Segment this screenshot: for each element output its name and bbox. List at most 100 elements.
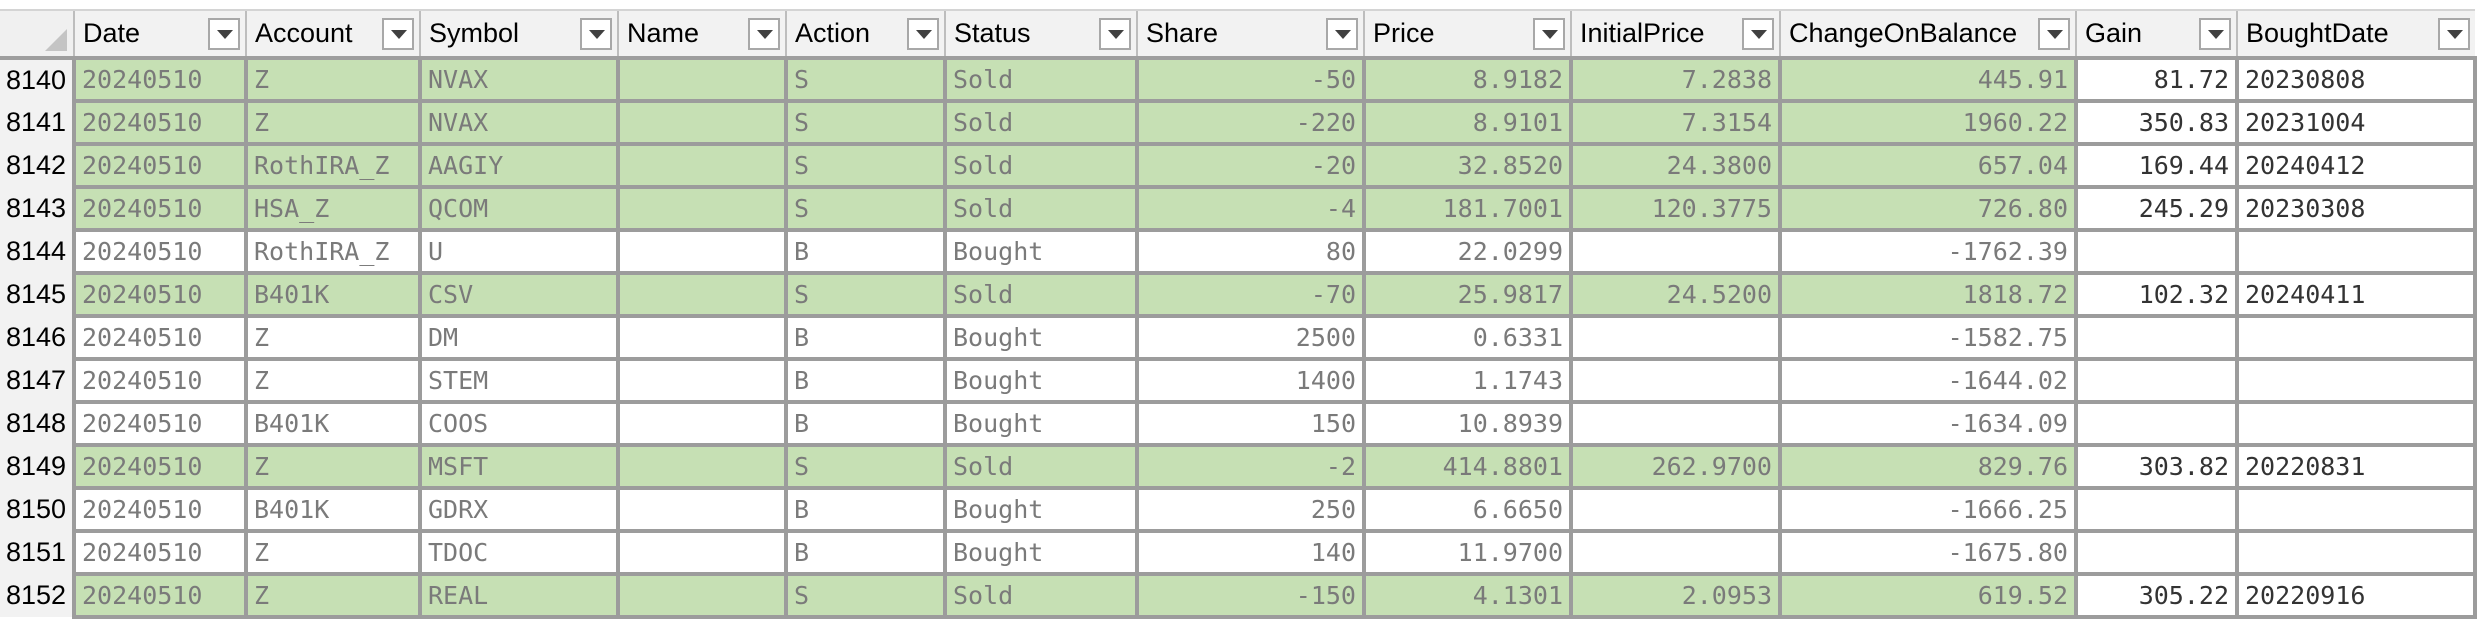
cell-share[interactable]: 140 — [1135, 529, 1366, 576]
column-header-share[interactable]: Share — [1136, 9, 1364, 60]
cell-bought-date[interactable] — [2235, 357, 2477, 404]
cell-change-on-balance[interactable]: 1960.22 — [1778, 99, 2078, 146]
cell-name[interactable] — [616, 56, 788, 103]
table-row[interactable]: 8142 20240510 RothIRA_Z AAGIY S Sold -20 32.852… — [0, 142, 2477, 189]
cell-name[interactable] — [616, 572, 788, 619]
cell-change-on-balance[interactable]: 657.04 — [1778, 142, 2078, 189]
cell-status[interactable]: Sold — [943, 271, 1139, 318]
row-number[interactable]: 8146 — [0, 316, 76, 359]
cell-action[interactable]: S — [784, 443, 947, 490]
cell-action[interactable]: S — [784, 56, 947, 103]
cell-bought-date[interactable]: 20240412 — [2235, 142, 2477, 189]
filter-dropdown-icon[interactable] — [1326, 18, 1358, 50]
cell-change-on-balance[interactable]: -1762.39 — [1778, 228, 2078, 275]
cell-price[interactable]: 32.8520 — [1362, 142, 1573, 189]
cell-price[interactable]: 414.8801 — [1362, 443, 1573, 490]
cell-account[interactable]: B401K — [244, 486, 422, 533]
cell-status[interactable]: Sold — [943, 99, 1139, 146]
cell-price[interactable]: 4.1301 — [1362, 572, 1573, 619]
cell-account[interactable]: RothIRA_Z — [244, 228, 422, 275]
cell-share[interactable]: -2 — [1135, 443, 1366, 490]
table-row[interactable]: 8144 20240510 RothIRA_Z U B Bought 80 22.0299 -1… — [0, 228, 2477, 275]
cell-account[interactable]: Z — [244, 314, 422, 361]
column-header-date[interactable]: Date — [73, 9, 246, 60]
cell-share[interactable]: 250 — [1135, 486, 1366, 533]
cell-name[interactable] — [616, 271, 788, 318]
table-row[interactable]: 8143 20240510 HSA_Z QCOM S Sold -4 181.7001 120.… — [0, 185, 2477, 232]
column-header-action[interactable]: Action — [785, 9, 945, 60]
filter-dropdown-icon[interactable] — [748, 18, 780, 50]
select-all-corner[interactable] — [0, 9, 74, 60]
cell-bought-date[interactable]: 20231004 — [2235, 99, 2477, 146]
cell-action[interactable]: B — [784, 400, 947, 447]
column-header-status[interactable]: Status — [944, 9, 1137, 60]
cell-bought-date[interactable]: 20240411 — [2235, 271, 2477, 318]
cell-account[interactable]: Z — [244, 99, 422, 146]
cell-status[interactable]: Bought — [943, 486, 1139, 533]
cell-change-on-balance[interactable]: -1675.80 — [1778, 529, 2078, 576]
cell-action[interactable]: S — [784, 142, 947, 189]
row-number[interactable]: 8141 — [0, 101, 76, 144]
filter-dropdown-icon[interactable] — [580, 18, 612, 50]
table-row[interactable]: 8145 20240510 B401K CSV S Sold -70 25.9817 24.52… — [0, 271, 2477, 318]
cell-share[interactable]: 80 — [1135, 228, 1366, 275]
cell-gain[interactable] — [2074, 400, 2239, 447]
cell-initial-price[interactable]: 7.2838 — [1569, 56, 1782, 103]
cell-symbol[interactable]: TDOC — [418, 529, 620, 576]
cell-symbol[interactable]: QCOM — [418, 185, 620, 232]
cell-date[interactable]: 20240510 — [72, 529, 248, 576]
cell-gain[interactable] — [2074, 529, 2239, 576]
cell-status[interactable]: Sold — [943, 142, 1139, 189]
cell-share[interactable]: 1400 — [1135, 357, 1366, 404]
filter-dropdown-icon[interactable] — [382, 18, 414, 50]
cell-change-on-balance[interactable]: 1818.72 — [1778, 271, 2078, 318]
cell-gain[interactable]: 245.29 — [2074, 185, 2239, 232]
filter-dropdown-icon[interactable] — [2038, 18, 2070, 50]
cell-change-on-balance[interactable]: -1582.75 — [1778, 314, 2078, 361]
cell-symbol[interactable]: REAL — [418, 572, 620, 619]
cell-share[interactable]: -4 — [1135, 185, 1366, 232]
cell-date[interactable]: 20240510 — [72, 443, 248, 490]
filter-dropdown-icon[interactable] — [1533, 18, 1565, 50]
cell-gain[interactable]: 305.22 — [2074, 572, 2239, 619]
cell-bought-date[interactable]: 20220831 — [2235, 443, 2477, 490]
cell-status[interactable]: Sold — [943, 572, 1139, 619]
column-header-symbol[interactable]: Symbol — [419, 9, 618, 60]
cell-change-on-balance[interactable]: -1666.25 — [1778, 486, 2078, 533]
cell-account[interactable]: Z — [244, 443, 422, 490]
cell-date[interactable]: 20240510 — [72, 400, 248, 447]
cell-date[interactable]: 20240510 — [72, 486, 248, 533]
row-number[interactable]: 8143 — [0, 187, 76, 230]
cell-bought-date[interactable]: 20230808 — [2235, 56, 2477, 103]
cell-symbol[interactable]: NVAX — [418, 99, 620, 146]
cell-price[interactable]: 1.1743 — [1362, 357, 1573, 404]
cell-symbol[interactable]: CSV — [418, 271, 620, 318]
table-row[interactable]: 8150 20240510 B401K GDRX B Bought 250 6.6650 -16… — [0, 486, 2477, 533]
filter-dropdown-icon[interactable] — [208, 18, 240, 50]
column-header-change-on-balance[interactable]: ChangeOnBalance — [1779, 9, 2076, 60]
cell-status[interactable]: Bought — [943, 314, 1139, 361]
cell-initial-price[interactable] — [1569, 357, 1782, 404]
cell-bought-date[interactable]: 20220916 — [2235, 572, 2477, 619]
cell-name[interactable] — [616, 228, 788, 275]
cell-initial-price[interactable] — [1569, 400, 1782, 447]
cell-change-on-balance[interactable]: -1644.02 — [1778, 357, 2078, 404]
cell-price[interactable]: 8.9101 — [1362, 99, 1573, 146]
cell-action[interactable]: B — [784, 228, 947, 275]
cell-bought-date[interactable] — [2235, 486, 2477, 533]
cell-gain[interactable]: 102.32 — [2074, 271, 2239, 318]
cell-share[interactable]: -20 — [1135, 142, 1366, 189]
cell-status[interactable]: Bought — [943, 357, 1139, 404]
cell-status[interactable]: Bought — [943, 400, 1139, 447]
cell-price[interactable]: 0.6331 — [1362, 314, 1573, 361]
row-number[interactable]: 8148 — [0, 402, 76, 445]
cell-initial-price[interactable]: 2.0953 — [1569, 572, 1782, 619]
cell-initial-price[interactable]: 24.5200 — [1569, 271, 1782, 318]
cell-status[interactable]: Sold — [943, 56, 1139, 103]
cell-date[interactable]: 20240510 — [72, 99, 248, 146]
cell-price[interactable]: 10.8939 — [1362, 400, 1573, 447]
row-number[interactable]: 8147 — [0, 359, 76, 402]
column-header-initial-price[interactable]: InitialPrice — [1570, 9, 1780, 60]
cell-action[interactable]: S — [784, 185, 947, 232]
filter-dropdown-icon[interactable] — [1099, 18, 1131, 50]
